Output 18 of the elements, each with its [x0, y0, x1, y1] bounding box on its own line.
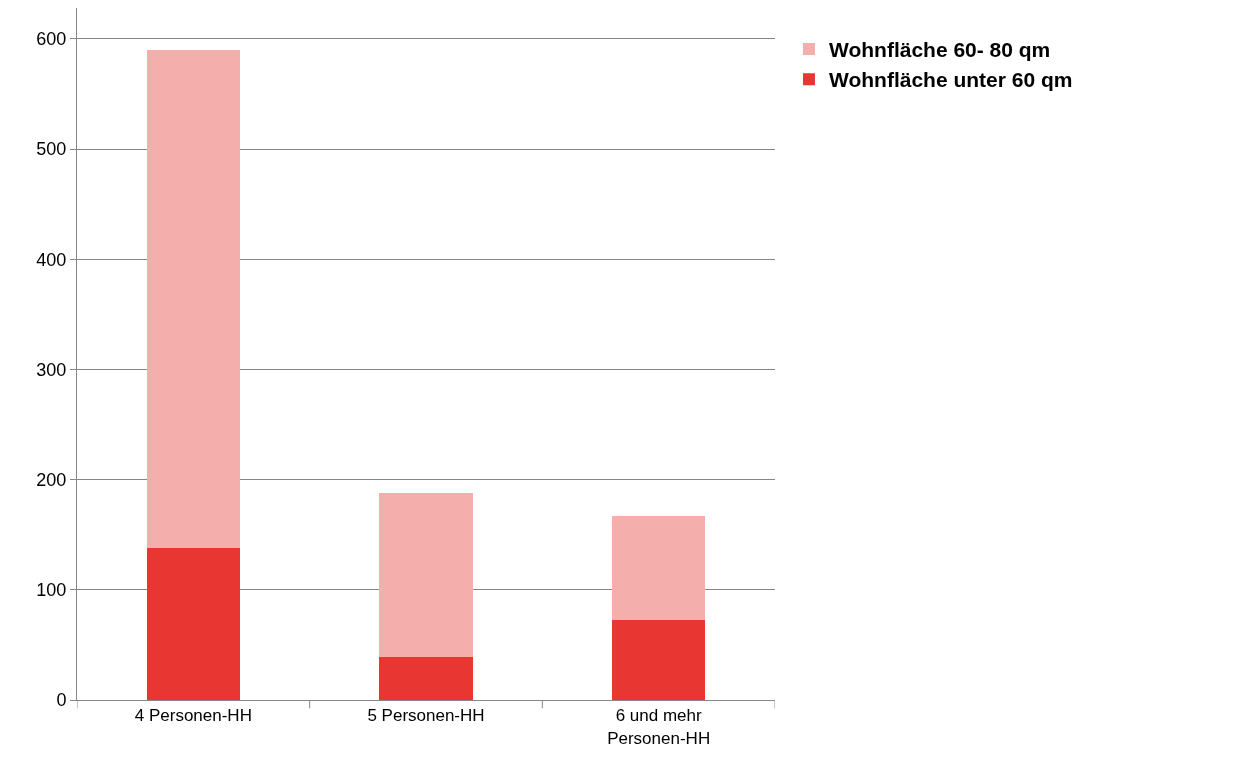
legend-label: Wohnfläche 60- 80 qm: [828, 38, 1051, 62]
y-tick-label: 0: [56, 690, 67, 711]
bar: [612, 619, 706, 700]
y-tick-label: 300: [36, 359, 67, 380]
x-tick-label: 6 und mehr Personen-HH: [607, 706, 711, 748]
y-tick-label: 400: [36, 249, 67, 270]
bar: [146, 49, 240, 548]
y-tick-label: 500: [36, 139, 67, 160]
bar: [146, 547, 240, 700]
bar: [612, 515, 706, 620]
y-tick-label: 600: [36, 29, 67, 50]
x-tick-label: 5 Personen-HH: [367, 706, 485, 726]
x-tick-label: 4 Personen-HH: [134, 706, 252, 726]
bar: [379, 657, 473, 700]
legend-label: Wohnfläche unter 60 qm: [828, 68, 1073, 92]
y-tick-label: 200: [36, 469, 67, 490]
bar: [379, 492, 473, 658]
y-tick-label: 100: [36, 580, 67, 601]
